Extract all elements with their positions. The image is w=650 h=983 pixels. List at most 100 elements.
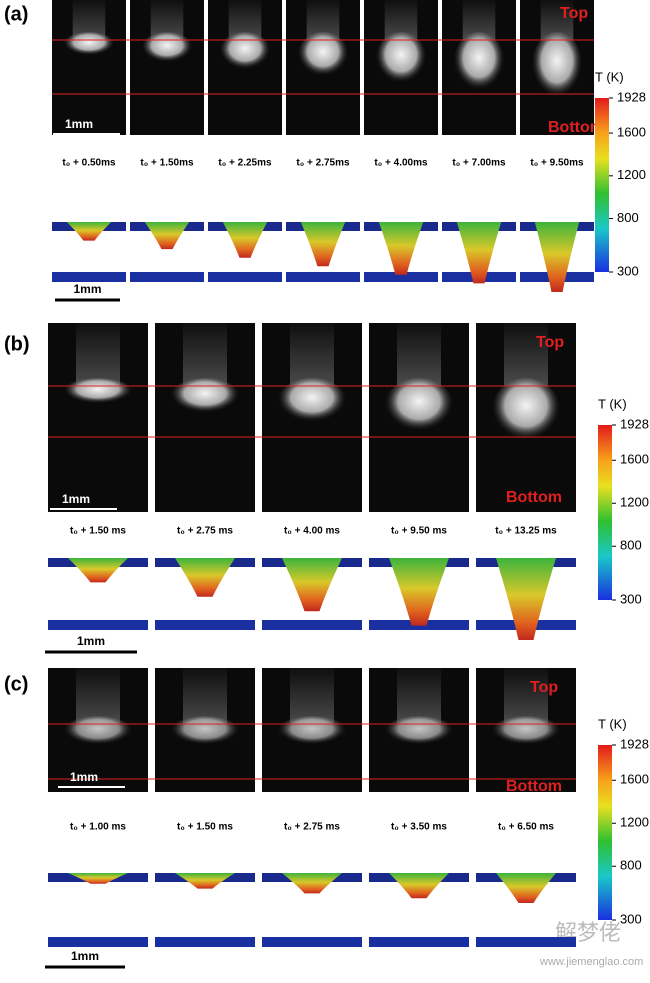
colorbar-tick-label: 300 bbox=[620, 911, 642, 926]
melt-glow bbox=[277, 716, 347, 748]
plate-bottom bbox=[48, 937, 148, 947]
plume bbox=[397, 323, 441, 386]
sim-scale: 1mm bbox=[77, 634, 105, 648]
melt-glow bbox=[277, 378, 347, 427]
melt-pool bbox=[456, 222, 502, 284]
colorbar bbox=[598, 425, 612, 600]
time-label: t₀ + 0.50ms bbox=[62, 158, 116, 169]
plate-bottom bbox=[130, 272, 204, 282]
melt-pool bbox=[222, 222, 268, 258]
colorbar-title: T (K) bbox=[595, 69, 624, 84]
plate-bottom bbox=[364, 272, 438, 282]
image-scale: 1mm bbox=[70, 770, 98, 784]
melt-pool bbox=[378, 222, 424, 275]
plate-bottom bbox=[48, 620, 148, 630]
plume bbox=[183, 668, 227, 724]
bottom-label: Bottom bbox=[548, 119, 604, 136]
plate-bottom bbox=[208, 272, 282, 282]
time-label: t₀ + 6.50 ms bbox=[498, 822, 554, 833]
melt-glow bbox=[63, 716, 133, 748]
melt-pool bbox=[144, 222, 190, 250]
image-scale: 1mm bbox=[65, 117, 93, 131]
plate-bottom bbox=[369, 937, 469, 947]
colorbar bbox=[598, 745, 612, 920]
melt-glow bbox=[63, 32, 115, 58]
time-label: t₀ + 4.00 ms bbox=[284, 526, 340, 537]
bottom-label: Bottom bbox=[506, 489, 562, 506]
sim-scale: 1mm bbox=[73, 282, 101, 296]
plume bbox=[183, 323, 227, 386]
time-label: t₀ + 1.50 ms bbox=[177, 822, 233, 833]
melt-glow bbox=[170, 378, 240, 417]
plume bbox=[76, 668, 120, 724]
melt-pool bbox=[300, 222, 346, 267]
time-label: t₀ + 9.50 ms bbox=[391, 526, 447, 537]
top-label: Top bbox=[530, 679, 558, 696]
colorbar bbox=[595, 98, 609, 272]
plume bbox=[76, 323, 120, 386]
melt-pool bbox=[68, 558, 128, 583]
melt-pool bbox=[175, 873, 235, 889]
time-label: t₀ + 9.50ms bbox=[530, 158, 584, 169]
melt-pool bbox=[282, 558, 342, 612]
colorbar-title: T (K) bbox=[598, 396, 627, 411]
plume bbox=[290, 668, 334, 724]
plate-bottom bbox=[155, 620, 255, 630]
time-label: t₀ + 7.00ms bbox=[452, 158, 506, 169]
melt-glow bbox=[297, 31, 349, 81]
sim-scale: 1mm bbox=[71, 949, 99, 963]
colorbar-tick-label: 800 bbox=[620, 858, 642, 873]
colorbar-tick-label: 1928 bbox=[620, 416, 649, 431]
image-scale: 1mm bbox=[62, 492, 90, 506]
time-label: t₀ + 2.75 ms bbox=[284, 822, 340, 833]
melt-pool bbox=[496, 873, 556, 903]
time-label: t₀ + 13.25 ms bbox=[495, 526, 557, 537]
melt-glow bbox=[170, 716, 240, 748]
plume bbox=[397, 668, 441, 724]
melt-glow bbox=[219, 32, 271, 74]
time-label: t₀ + 2.75ms bbox=[296, 158, 350, 169]
plume bbox=[290, 323, 334, 386]
watermark-site: www.jiemenglao.com bbox=[539, 956, 643, 968]
colorbar-tick-label: 1600 bbox=[620, 452, 649, 467]
melt-pool bbox=[66, 222, 112, 241]
colorbar-tick-label: 800 bbox=[620, 538, 642, 553]
melt-pool bbox=[496, 558, 556, 640]
plume bbox=[504, 668, 548, 724]
melt-glow bbox=[384, 378, 454, 437]
melt-glow bbox=[491, 378, 561, 447]
melt-pool bbox=[389, 558, 449, 626]
time-label: t₀ + 1.00 ms bbox=[70, 822, 126, 833]
melt-pool bbox=[175, 558, 235, 597]
plate-bottom bbox=[52, 272, 126, 282]
melt-pool bbox=[68, 873, 128, 884]
melt-glow bbox=[531, 32, 583, 104]
top-label: Top bbox=[560, 5, 588, 22]
melt-pool bbox=[282, 873, 342, 894]
top-label: Top bbox=[536, 334, 564, 351]
colorbar-tick-label: 800 bbox=[617, 210, 639, 225]
panel-label: (a) bbox=[4, 3, 28, 25]
colorbar-tick-label: 1200 bbox=[620, 815, 649, 830]
plate-bottom bbox=[286, 272, 360, 282]
colorbar-tick-label: 300 bbox=[617, 263, 639, 278]
time-label: t₀ + 3.50 ms bbox=[391, 822, 447, 833]
time-label: t₀ + 2.25ms bbox=[218, 158, 272, 169]
colorbar-tick-label: 1600 bbox=[617, 124, 646, 139]
panel-label: (b) bbox=[4, 333, 30, 355]
colorbar-tick-label: 1928 bbox=[620, 736, 649, 751]
time-label: t₀ + 2.75 ms bbox=[177, 526, 233, 537]
panel-label: (c) bbox=[4, 673, 28, 695]
melt-glow bbox=[384, 716, 454, 748]
melt-pool bbox=[389, 873, 449, 899]
time-label: t₀ + 4.00ms bbox=[374, 158, 428, 169]
colorbar-tick-label: 1200 bbox=[617, 167, 646, 182]
colorbar-tick-label: 1200 bbox=[620, 495, 649, 510]
plate-bottom bbox=[262, 937, 362, 947]
plate-bottom bbox=[155, 937, 255, 947]
time-label: t₀ + 1.50ms bbox=[140, 158, 194, 169]
colorbar-tick-label: 1600 bbox=[620, 772, 649, 787]
plate-bottom bbox=[476, 937, 576, 947]
time-label: t₀ + 1.50 ms bbox=[70, 526, 126, 537]
